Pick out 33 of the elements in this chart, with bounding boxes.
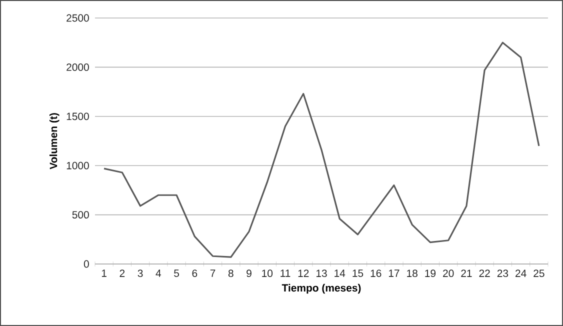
x-tick-label: 2: [120, 270, 125, 277]
x-tick-label: 20: [443, 270, 454, 278]
x-tick-label: 11: [280, 270, 290, 277]
x-tick-label: 24: [516, 270, 526, 277]
x-tick-label: 21: [461, 270, 472, 277]
x-tick-label: 16: [370, 270, 382, 278]
y-tick-label: 500: [72, 211, 89, 219]
x-tick-label: 18: [407, 270, 418, 278]
y-tick-label: 1000: [66, 162, 89, 170]
y-tick-label: 0: [84, 260, 89, 268]
x-tick-label: 19: [425, 270, 436, 278]
y-tick-label: 2500: [66, 14, 89, 22]
x-tick-label: 15: [352, 270, 364, 277]
x-tick-label: 23: [497, 270, 508, 278]
x-tick-label: 9: [246, 270, 252, 278]
x-tick-label: 13: [316, 270, 327, 278]
x-tick-label: 8: [228, 270, 234, 278]
x-tick-label: 14: [334, 270, 346, 277]
x-tick-label: 5: [174, 270, 180, 277]
x-tick-label: 12: [298, 270, 309, 277]
y-tick-label: 2000: [66, 64, 89, 71]
x-tick-label: 25: [534, 270, 544, 278]
x-tick-label: 10: [262, 270, 273, 278]
x-tick-label: 7: [210, 270, 216, 277]
x-axis-title: Tiempo (meses): [282, 284, 361, 294]
x-tick-label: 17: [388, 270, 400, 277]
y-tick-label: 1500: [66, 112, 89, 120]
x-tick-label: 3: [138, 270, 143, 278]
x-tick-label: 22: [479, 270, 490, 277]
y-axis-title: Volumen (t): [49, 113, 60, 170]
x-tick-label: 1: [102, 270, 106, 277]
x-tick-label: 4: [156, 270, 162, 277]
x-tick-label: 6: [192, 270, 198, 278]
